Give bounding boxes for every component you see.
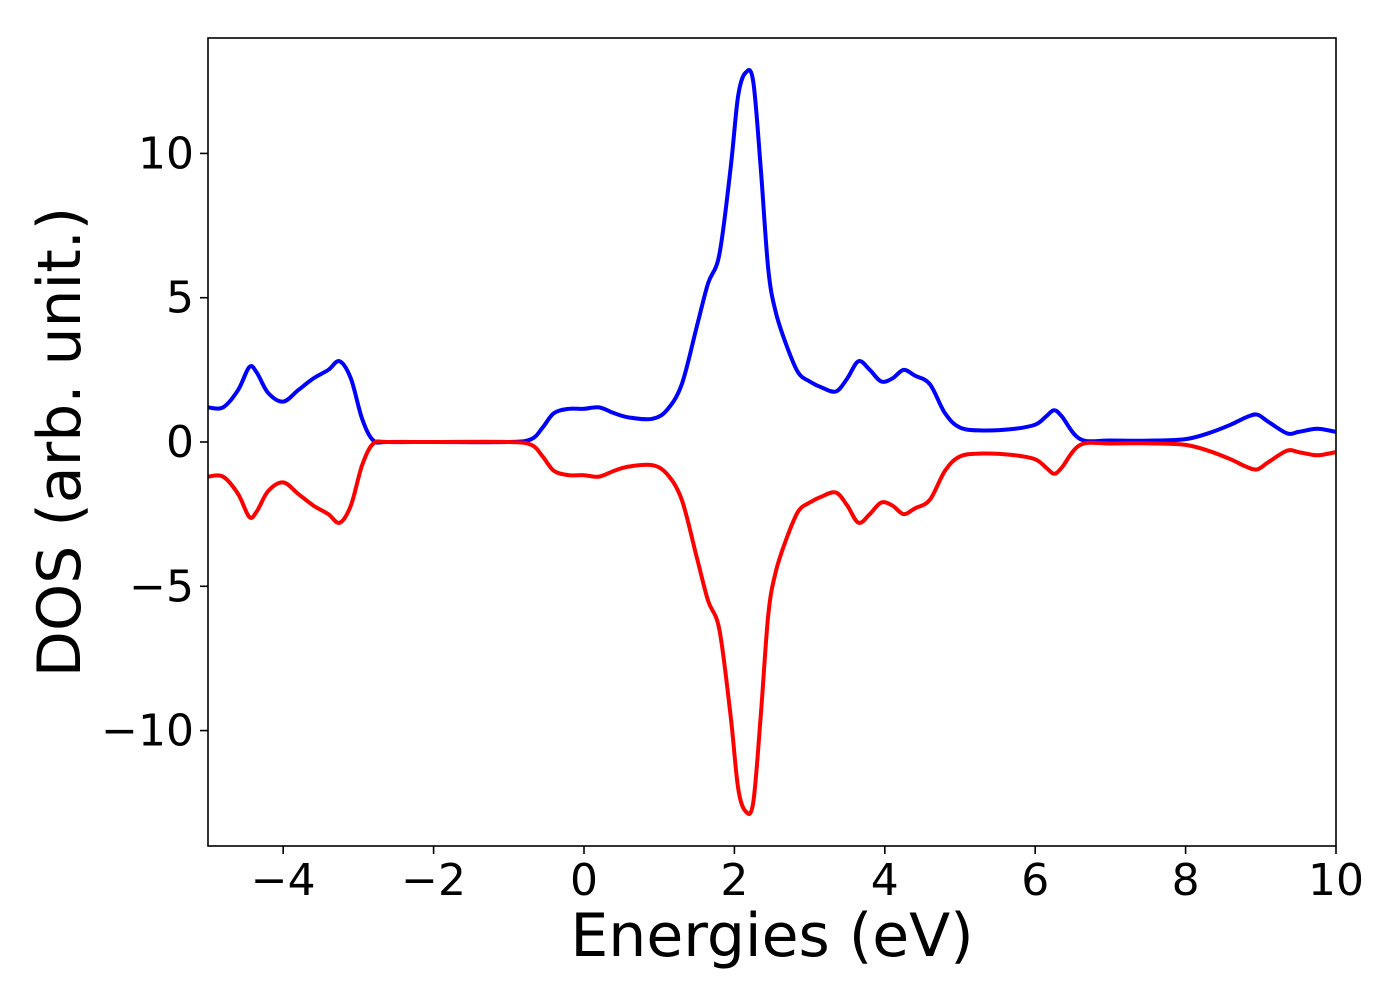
x-tick-label: −4	[251, 855, 316, 906]
y-tick-label: 5	[166, 273, 194, 324]
x-tick-label: 2	[720, 855, 748, 906]
y-axis-label: DOS (arb. unit.)	[25, 207, 95, 677]
x-tick-label: 10	[1308, 855, 1364, 906]
x-tick-label: −2	[401, 855, 466, 906]
y-axis-ticks: −10 −5 0 5 10	[101, 128, 208, 757]
dos-series-line-negative	[207, 439, 1337, 816]
x-axis-ticks: −4 −2 0 2 4 6 8 10	[251, 846, 1364, 906]
series-layer	[207, 68, 1337, 816]
y-tick-label: −10	[101, 706, 194, 757]
y-tick-label: 10	[138, 128, 194, 179]
y-tick-label: −5	[129, 561, 194, 612]
x-tick-label: 4	[871, 855, 899, 906]
x-tick-label: 8	[1172, 855, 1200, 906]
x-tick-label: 0	[570, 855, 598, 906]
y-tick-label: 0	[166, 417, 194, 468]
x-tick-label: 6	[1021, 855, 1049, 906]
dos-series-line-positive	[207, 68, 1337, 445]
x-axis-label: Energies (eV)	[570, 901, 973, 971]
